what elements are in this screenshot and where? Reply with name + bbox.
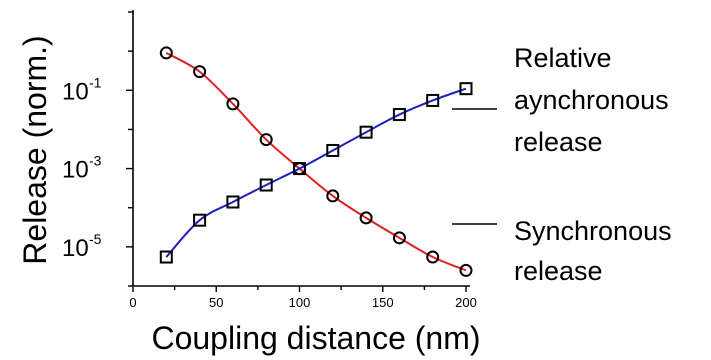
annotation-asynchronous: Relative aynchronous release	[452, 43, 669, 157]
annotations: Relative aynchronous release Synchronous rel…	[452, 43, 672, 286]
y-tick-exponent: -3	[89, 153, 102, 169]
annotation-text: release	[514, 256, 603, 286]
y-tick-base: 10	[62, 235, 89, 262]
data-point-square	[459, 82, 473, 96]
y-ticks: 10-110-310-5	[62, 11, 133, 287]
annotation-text: Synchronous	[514, 216, 672, 246]
x-tick-label: 200	[455, 295, 477, 310]
x-tick-label: 0	[129, 295, 136, 310]
series-layer	[159, 46, 473, 277]
data-point-square	[293, 162, 306, 176]
data-point-square	[426, 93, 440, 107]
data-point-square	[193, 213, 207, 227]
x-tick-label: 100	[289, 295, 311, 310]
data-point-square	[392, 108, 406, 122]
x-tick-label: 150	[372, 295, 394, 310]
data-point-circle	[259, 133, 273, 147]
annotation-text: Relative	[514, 43, 612, 73]
annotation-synchronous: Synchronous release	[452, 216, 672, 286]
data-point-circle	[426, 250, 440, 264]
x-tick-label: 50	[209, 295, 223, 310]
annotation-text: release	[514, 127, 603, 157]
data-point-circle	[226, 97, 240, 111]
x-axis-title: Coupling distance (nm)	[151, 320, 480, 356]
y-tick-exponent: -5	[89, 231, 102, 247]
y-tick-label: 10 -3	[62, 153, 102, 184]
data-point-square	[159, 250, 173, 264]
series-asynchronous	[159, 82, 473, 264]
axes	[132, 10, 470, 287]
data-point-circle	[359, 211, 373, 225]
series-synchronous	[159, 46, 473, 277]
y-tick-label: 10 -5	[62, 231, 102, 262]
series-line	[165, 52, 467, 272]
data-point-circle	[193, 65, 207, 79]
x-ticks: 0 50 100 150 200	[129, 286, 477, 310]
series-line	[165, 87, 467, 258]
y-axis-title: Release (norm.)	[17, 35, 53, 264]
data-point-square	[359, 125, 373, 139]
data-point-circle	[392, 231, 406, 245]
data-point-square	[326, 143, 340, 157]
y-tick-exponent: -1	[89, 74, 102, 90]
y-tick-label: 10 -1	[62, 74, 102, 105]
y-tick-base: 10	[62, 78, 89, 105]
data-point-circle	[326, 189, 340, 203]
annotation-text: aynchronous	[514, 85, 669, 115]
data-point-circle	[459, 263, 473, 277]
y-tick-base: 10	[62, 157, 89, 184]
data-point-square	[259, 178, 273, 192]
data-point-circle	[159, 46, 173, 60]
data-point-square	[226, 195, 240, 209]
